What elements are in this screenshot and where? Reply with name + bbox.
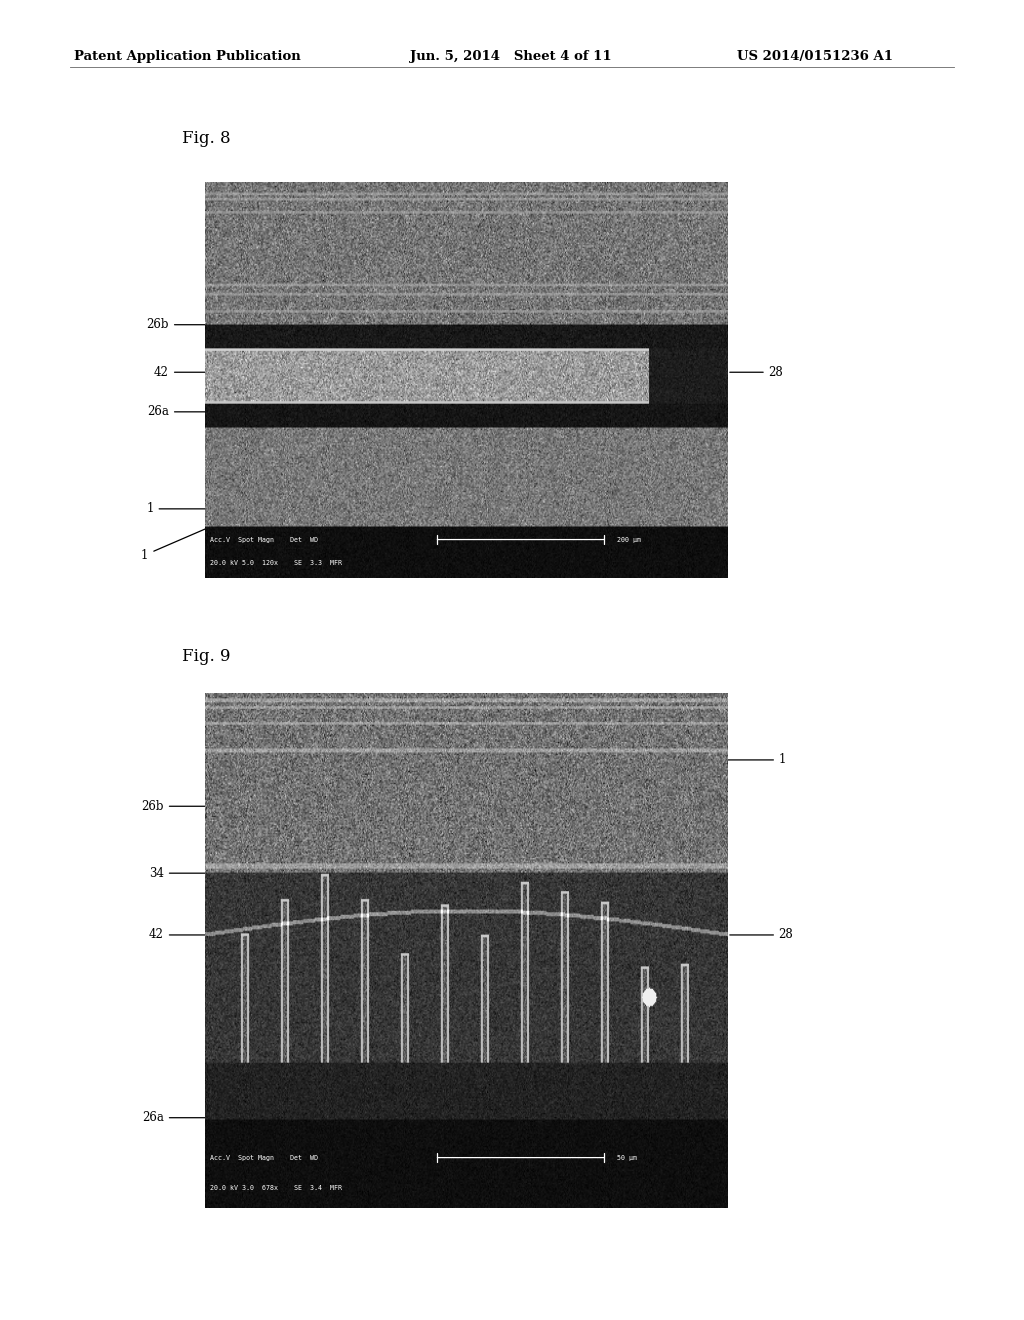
Text: 1: 1 <box>778 754 785 767</box>
Text: 26b: 26b <box>146 318 207 331</box>
Text: 1: 1 <box>146 503 249 515</box>
Text: Fig. 9: Fig. 9 <box>182 648 230 664</box>
Text: 1: 1 <box>141 511 248 561</box>
Text: Fig. 8: Fig. 8 <box>182 131 230 147</box>
Text: 28: 28 <box>768 366 782 379</box>
Text: Patent Application Publication: Patent Application Publication <box>74 50 300 63</box>
Text: 28: 28 <box>778 928 793 941</box>
Text: 34: 34 <box>148 867 207 879</box>
Text: 42: 42 <box>154 366 207 379</box>
Text: 26b: 26b <box>141 800 207 813</box>
Text: 26a: 26a <box>147 405 207 418</box>
Text: 42: 42 <box>148 928 207 941</box>
Text: 26a: 26a <box>142 1111 207 1125</box>
Text: Jun. 5, 2014   Sheet 4 of 11: Jun. 5, 2014 Sheet 4 of 11 <box>410 50 611 63</box>
Text: US 2014/0151236 A1: US 2014/0151236 A1 <box>737 50 893 63</box>
